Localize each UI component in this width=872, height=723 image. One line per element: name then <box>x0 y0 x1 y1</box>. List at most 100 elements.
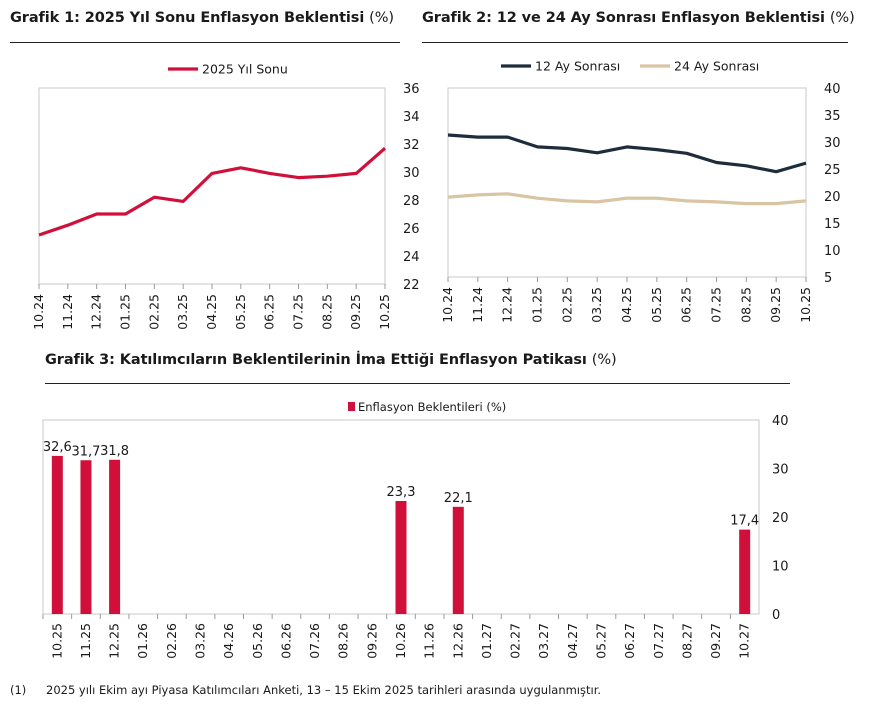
chart3-title-unit: (%) <box>591 352 617 368</box>
chart2-ytick-label-7: 40 <box>824 82 841 97</box>
chart2-legend-label-1: 24 Ay Sonrası <box>674 59 759 74</box>
chart3-bar-24 <box>739 529 751 614</box>
chart2-xtick-label-11: 09.25 <box>768 287 783 323</box>
chart2-xtick-label-8: 06.25 <box>679 287 694 323</box>
chart2-ytick-label-0: 5 <box>824 271 832 286</box>
footnote-marker: (1) <box>10 683 27 697</box>
chart3-xtick-label-13: 11.26 <box>422 623 437 659</box>
chart1-ytick-label-6: 34 <box>403 110 420 125</box>
chart2-ytick-label-1: 10 <box>824 244 841 259</box>
chart1-ytick-label-1: 24 <box>403 250 420 265</box>
chart1-ytick-label-7: 36 <box>403 82 420 97</box>
chart3-bar-1 <box>80 460 92 614</box>
chart3-legend-label: Enflasyon Beklentileri (%) <box>358 400 506 414</box>
chart3-xtick-label-16: 02.27 <box>508 623 523 659</box>
chart3-data-label-2: 31,8 <box>100 444 129 459</box>
chart3-xtick-label-19: 05.27 <box>593 623 608 659</box>
chart3-bar-0 <box>51 455 63 614</box>
chart1-ytick-label-5: 32 <box>403 138 420 153</box>
footnote-text: 2025 yılı Ekim ayı Piyasa Katılımcıları … <box>46 683 602 697</box>
chart3-xtick-label-1: 11.25 <box>78 623 93 659</box>
chart1-xtick-label-6: 04.25 <box>204 294 219 330</box>
chart3-ytick-label-3: 30 <box>772 463 789 478</box>
chart3-xtick-label-23: 09.27 <box>708 623 723 659</box>
chart3-title-rule <box>45 383 790 384</box>
chart3-xtick-label-0: 10.25 <box>49 623 64 659</box>
chart3-data-label-12: 23,3 <box>387 485 416 500</box>
chart2-title-unit: (%) <box>829 10 855 26</box>
chart1-xtick-label-9: 07.25 <box>291 294 306 330</box>
chart1-legend-label-0: 2025 Yıl Sonu <box>202 62 288 77</box>
chart3-xtick-label-24: 10.27 <box>737 623 752 659</box>
chart1-xtick-label-1: 11.24 <box>60 294 75 330</box>
chart2-title: Grafik 2: 12 ve 24 Ay Sonrası Enflasyon … <box>422 10 855 26</box>
chart2-title-text: Grafik 2: 12 ve 24 Ay Sonrası Enflasyon … <box>422 10 825 26</box>
chart2-ytick-label-3: 20 <box>824 190 841 205</box>
chart1-xtick-label-0: 10.24 <box>31 294 46 330</box>
chart2-series-line-0 <box>447 133 807 174</box>
chart3-title-text: Grafik 3: Katılımcıların Beklentilerinin… <box>45 352 587 368</box>
chart2-series-line-1 <box>447 192 807 206</box>
chart2-xtick-label-5: 03.25 <box>589 287 604 323</box>
chart2-xtick-label-1: 11.24 <box>470 287 485 323</box>
chart1-ytick-label-3: 28 <box>403 194 420 209</box>
chart3-bar-14 <box>452 506 464 614</box>
chart2-xtick-label-3: 01.25 <box>530 287 545 323</box>
chart3-xtick-label-21: 07.27 <box>651 623 666 659</box>
chart1-xtick-label-10: 08.25 <box>319 294 334 330</box>
chart3-xtick-label-11: 09.26 <box>364 623 379 659</box>
chart3-xtick-label-22: 08.27 <box>679 623 694 659</box>
chart1-ytick-label-2: 26 <box>403 222 420 237</box>
chart3-xtick-label-7: 05.26 <box>250 623 265 659</box>
chart3-xtick-label-17: 03.27 <box>536 623 551 659</box>
chart2-xtick-label-10: 08.25 <box>738 287 753 323</box>
chart3-xtick-label-10: 08.26 <box>336 623 351 659</box>
chart3-bar-2 <box>109 459 121 614</box>
chart2-ytick-label-5: 30 <box>824 136 841 151</box>
chart2-ytick-label-2: 15 <box>824 217 841 232</box>
chart3-ytick-label-0: 0 <box>772 608 780 623</box>
chart3-xtick-label-12: 10.26 <box>393 623 408 659</box>
chart3-xtick-label-4: 02.26 <box>164 623 179 659</box>
chart1-ytick-label-4: 30 <box>403 166 420 181</box>
chart1-xtick-label-3: 01.25 <box>118 294 133 330</box>
chart3-data-label-14: 22,1 <box>444 491 473 506</box>
chart1-ytick-label-0: 22 <box>403 278 420 293</box>
chart2-xtick-label-0: 10.24 <box>440 287 455 323</box>
chart3-data-label-1: 31,7 <box>71 444 100 459</box>
chart2-legend-label-0: 12 Ay Sonrası <box>535 59 620 74</box>
footnote: (1) 2025 yılı Ekim ayı Piyasa Katılımcıla… <box>10 683 601 697</box>
chart1-xtick-label-5: 03.25 <box>175 294 190 330</box>
chart3-ytick-label-2: 20 <box>772 511 789 526</box>
chart3-xtick-label-18: 04.27 <box>565 623 580 659</box>
chart3-xtick-label-2: 12.25 <box>107 623 122 659</box>
chart1-title-rule <box>10 42 400 43</box>
chart2-xtick-label-9: 07.25 <box>709 287 724 323</box>
chart1-title-text: Grafik 1: 2025 Yıl Sonu Enflasyon Beklen… <box>10 10 365 26</box>
chart2-xtick-label-12: 10.25 <box>798 287 813 323</box>
chart1-xtick-label-12: 10.25 <box>377 294 392 330</box>
chart3-data-label-0: 32,6 <box>43 440 72 455</box>
chart3-title: Grafik 3: Katılımcıların Beklentilerinin… <box>45 352 617 368</box>
chart2-xtick-label-2: 12.24 <box>500 287 515 323</box>
chart3-bar-12 <box>395 500 407 614</box>
chart1-title: Grafik 1: 2025 Yıl Sonu Enflasyon Beklen… <box>10 10 394 26</box>
chart1-xtick-label-8: 06.25 <box>262 294 277 330</box>
chart3-ytick-label-4: 40 <box>772 414 789 429</box>
chart3-xtick-label-3: 01.26 <box>135 623 150 659</box>
chart1-xtick-label-11: 09.25 <box>348 294 363 330</box>
chart3-legend-swatch <box>348 402 355 411</box>
chart3-xtick-label-14: 12.26 <box>450 623 465 659</box>
chart3-ytick-label-1: 10 <box>772 560 789 575</box>
chart1-xtick-label-4: 02.25 <box>146 294 161 330</box>
chart2-xtick-label-6: 04.25 <box>619 287 634 323</box>
chart2-title-rule <box>422 42 848 43</box>
chart3-data-label-24: 17,4 <box>730 514 759 529</box>
chart3-xtick-label-20: 06.27 <box>622 623 637 659</box>
chart2-xtick-label-4: 02.25 <box>559 287 574 323</box>
chart2-ytick-label-4: 25 <box>824 163 841 178</box>
chart1-series-line-0 <box>38 146 387 237</box>
